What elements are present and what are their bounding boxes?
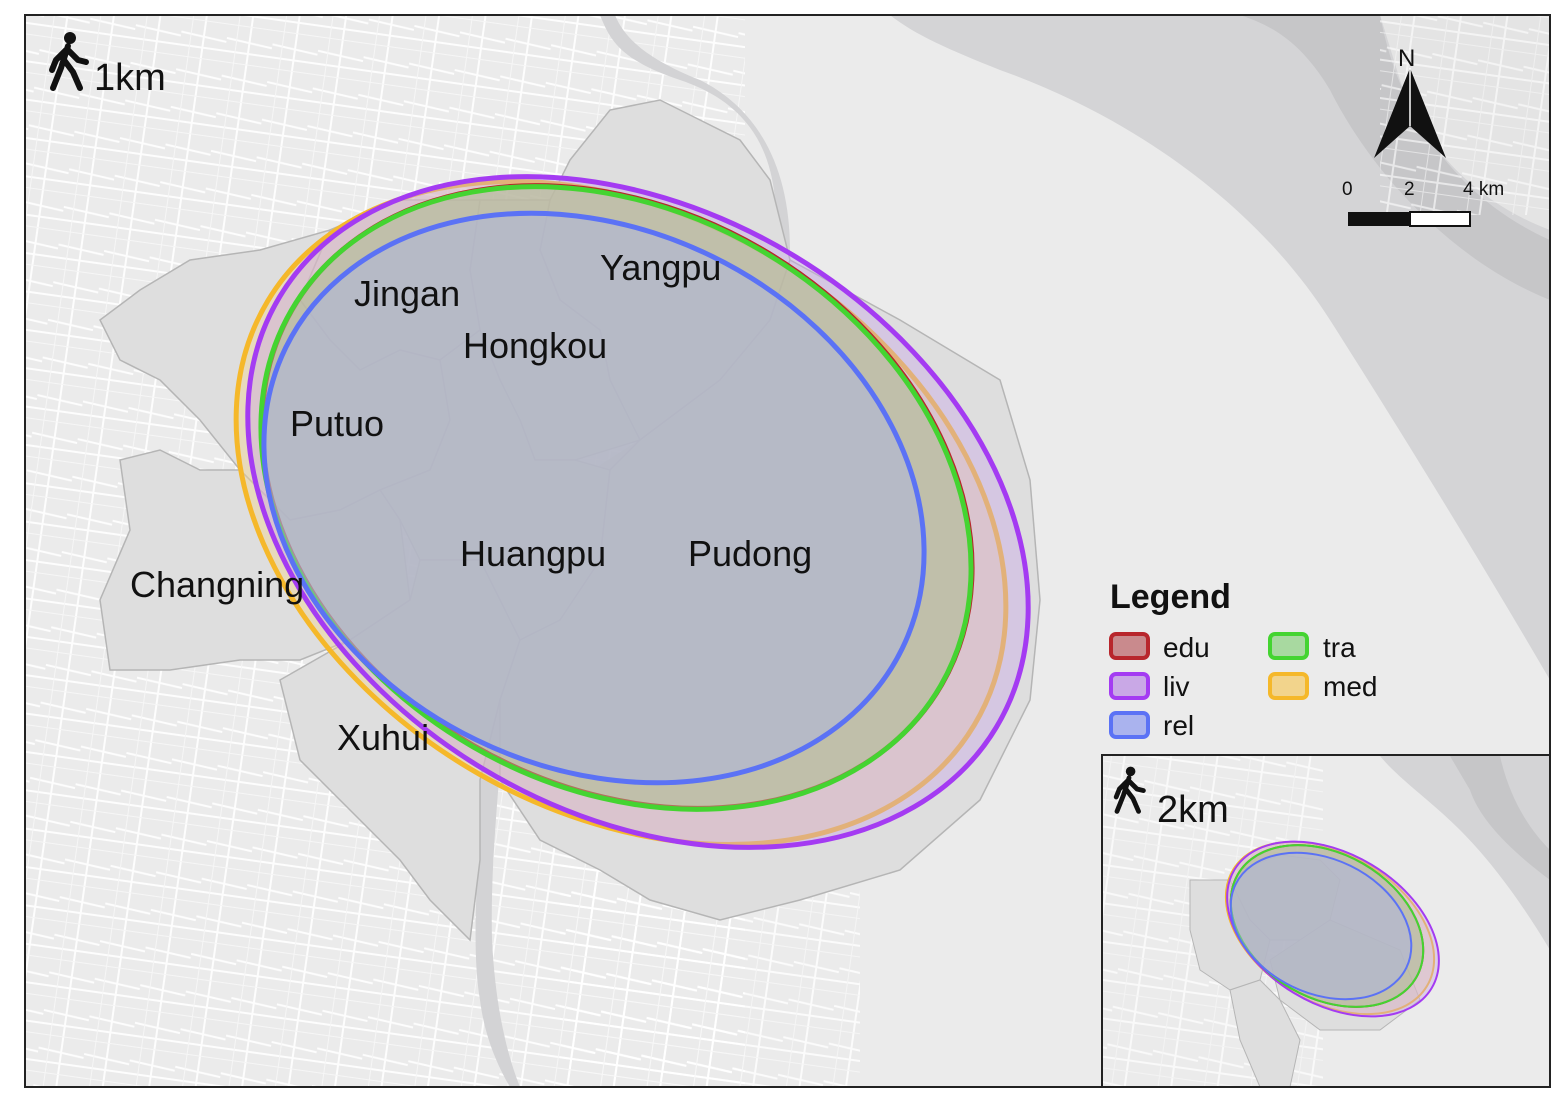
legend-label-med: med [1323,671,1377,702]
district-label-hongkou: Hongkou [463,325,607,366]
district-label-pudong: Pudong [688,533,812,574]
district-boundaries [99,99,1041,942]
map-frame [24,14,1551,1088]
north-arrow-icon [1374,68,1446,158]
legend-swatch-liv [1109,672,1150,700]
main-map: Jingan Yangpu Hongkou Putuo Huangpu Pudo… [25,15,1550,1087]
inset-ellipse-tra [1229,844,1425,1008]
district-label-huangpu: Huangpu [460,533,606,574]
district-xuhui [279,559,521,942]
legend-swatch-tra [1268,632,1309,660]
legend-item-med: med [1268,671,1377,702]
scale-tick-4: 4 km [1463,179,1504,200]
ellipse-layer [233,174,1031,850]
district-label-changning: Changning [130,564,304,605]
district-label-jingan: Jingan [354,273,460,314]
scale-tick-2: 2 [1404,179,1415,200]
district-label-yangpu: Yangpu [600,247,721,288]
district-label-putuo: Putuo [290,403,384,444]
inset-ellipse-layer [1224,840,1440,1018]
legend-swatch-med [1268,672,1309,700]
inset-ellipse-rel [1229,851,1413,1001]
legend-item-tra: tra [1268,632,1356,663]
ellipse-tra [258,184,974,812]
legend-swatch-rel [1109,711,1150,739]
legend-label-liv: liv [1163,671,1189,702]
scale-tick-0: 0 [1342,179,1353,200]
legend-item-edu: edu [1109,632,1210,663]
inset-river-channel [1450,756,1550,880]
inset-ellipse-liv [1226,840,1440,1018]
legend-label-rel: rel [1163,710,1194,741]
legend-label-tra: tra [1323,632,1356,663]
legend-swatch-edu [1109,632,1150,660]
legend: Legend edu tra liv med rel [1109,578,1377,741]
inset-pedestrian-icon [1113,766,1146,814]
scale-bar: 0 2 4 km [1342,179,1504,227]
ellipse-rel [261,210,927,786]
north-arrow-label: N [1398,45,1415,72]
inset-walk-distance-label: 2km [1157,789,1229,831]
legend-item-rel: rel [1109,710,1194,741]
district-label-xuhui: Xuhui [337,717,429,758]
legend-item-liv: liv [1109,671,1189,702]
walk-distance-label: 1km [94,57,166,99]
inset-map: 2km [1101,754,1551,1088]
legend-label-edu: edu [1163,632,1210,663]
legend-title: Legend [1110,578,1231,616]
pedestrian-icon [49,32,89,91]
district-pudong [499,258,1041,921]
